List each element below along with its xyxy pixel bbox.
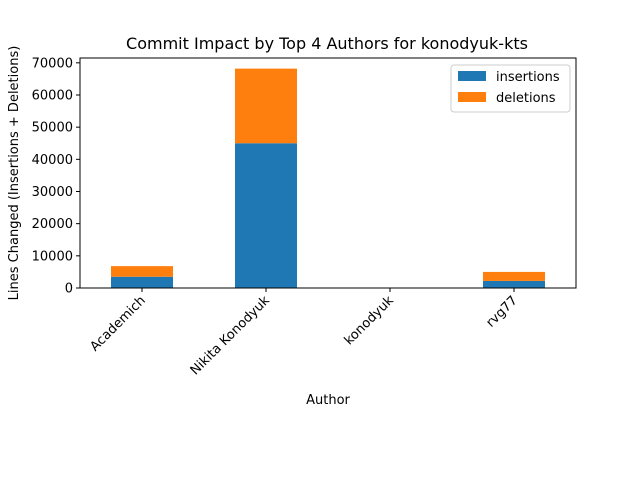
x-axis-label: Author: [306, 393, 350, 408]
x-axis: Academich Nikita Konodyuk konodyuk rvg77: [88, 288, 521, 378]
x-tick-label: Nikita Konodyuk: [188, 293, 273, 378]
x-tick-label: rvg77: [483, 293, 520, 330]
bar-insertions-3: [483, 280, 545, 288]
y-tick-label: 50000: [32, 121, 73, 136]
y-tick-label: 20000: [32, 217, 73, 232]
chart-title: Commit Impact by Top 4 Authors for konod…: [126, 34, 528, 53]
legend: insertions deletions: [450, 64, 571, 113]
y-tick-label: 0: [65, 282, 73, 297]
y-tick-label: 70000: [32, 56, 73, 71]
bar-deletions-0: [111, 266, 173, 277]
y-tick-label: 60000: [32, 88, 73, 103]
x-tick-label: konodyuk: [342, 293, 397, 348]
y-tick-label: 30000: [32, 185, 73, 200]
legend-swatch-deletions: [458, 92, 486, 102]
legend-label-deletions: deletions: [496, 91, 556, 106]
bar-insertions-1: [235, 143, 297, 288]
y-axis: 0 10000 20000 30000 40000 50000 60000 70000: [32, 56, 80, 297]
bar-deletions-1: [235, 68, 297, 144]
y-axis-label: Lines Changed (Insertions + Deletions): [7, 46, 22, 301]
bar-insertions-0: [111, 276, 173, 288]
legend-swatch-insertions: [458, 71, 486, 81]
y-tick-label: 40000: [32, 153, 73, 168]
bars-group: [111, 68, 545, 288]
y-tick-label: 10000: [32, 249, 73, 264]
plot-frame: [79, 57, 577, 289]
bar-deletions-3: [483, 271, 545, 281]
legend-label-insertions: insertions: [496, 70, 560, 85]
x-tick-label: Academich: [88, 293, 149, 354]
